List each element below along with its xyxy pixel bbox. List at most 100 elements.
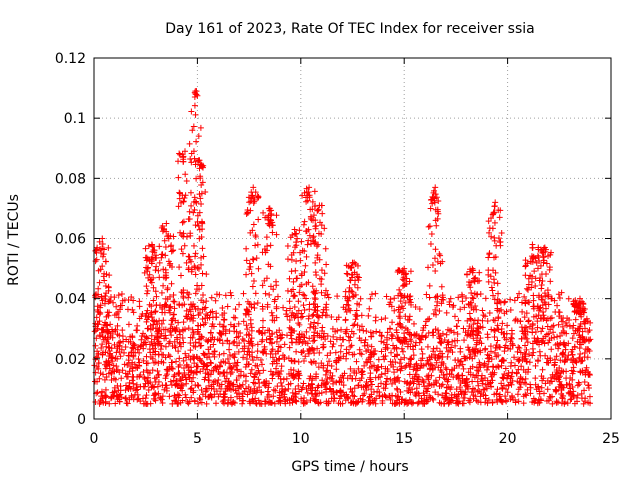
data-point bbox=[124, 361, 131, 368]
data-point bbox=[94, 378, 101, 385]
data-point bbox=[237, 330, 244, 337]
data-point bbox=[180, 294, 187, 301]
data-point bbox=[176, 355, 183, 362]
data-point bbox=[198, 399, 205, 406]
data-point bbox=[180, 357, 187, 364]
data-point bbox=[507, 307, 514, 314]
data-point bbox=[527, 390, 534, 397]
data-point bbox=[205, 377, 212, 384]
data-point bbox=[162, 252, 169, 259]
data-point bbox=[198, 282, 205, 289]
data-point bbox=[266, 205, 273, 212]
data-point bbox=[288, 395, 295, 402]
data-point bbox=[175, 158, 182, 165]
data-point bbox=[286, 298, 293, 305]
data-point bbox=[174, 336, 181, 343]
data-point bbox=[160, 282, 167, 289]
data-point bbox=[107, 330, 114, 337]
data-point bbox=[422, 334, 429, 341]
data-point bbox=[495, 235, 502, 242]
data-point bbox=[193, 138, 200, 145]
data-point bbox=[463, 271, 470, 278]
data-point bbox=[162, 343, 169, 350]
data-point bbox=[368, 386, 375, 393]
data-point bbox=[102, 394, 109, 401]
data-point bbox=[570, 301, 577, 308]
data-point bbox=[507, 363, 514, 370]
data-point bbox=[419, 332, 426, 339]
data-point bbox=[320, 333, 327, 340]
data-point bbox=[399, 396, 406, 403]
data-point bbox=[142, 380, 149, 387]
data-point bbox=[296, 333, 303, 340]
data-point bbox=[122, 394, 129, 401]
data-point bbox=[413, 360, 420, 367]
data-point bbox=[278, 389, 285, 396]
data-point bbox=[216, 321, 223, 328]
data-point bbox=[498, 396, 505, 403]
data-point bbox=[219, 305, 226, 312]
data-point bbox=[384, 345, 391, 352]
data-point bbox=[396, 286, 403, 293]
data-point bbox=[252, 233, 259, 240]
data-point bbox=[480, 386, 487, 393]
data-point bbox=[575, 308, 582, 315]
data-point bbox=[415, 399, 422, 406]
data-point bbox=[287, 305, 294, 312]
data-point bbox=[367, 295, 374, 302]
data-point bbox=[375, 383, 382, 390]
data-point bbox=[278, 363, 285, 370]
data-point bbox=[298, 272, 305, 279]
data-point bbox=[100, 273, 107, 280]
data-point bbox=[366, 354, 373, 361]
data-point bbox=[569, 351, 576, 358]
data-point bbox=[494, 326, 501, 333]
data-point bbox=[212, 297, 219, 304]
data-point bbox=[278, 367, 285, 374]
data-point bbox=[522, 375, 529, 382]
data-point bbox=[191, 206, 198, 213]
data-point bbox=[249, 353, 256, 360]
data-point bbox=[458, 358, 465, 365]
data-point bbox=[496, 214, 503, 221]
data-point bbox=[431, 255, 438, 262]
data-point bbox=[178, 289, 185, 296]
data-point bbox=[560, 349, 567, 356]
data-point bbox=[182, 391, 189, 398]
data-point bbox=[125, 385, 132, 392]
data-point bbox=[295, 358, 302, 365]
data-point bbox=[544, 287, 551, 294]
data-point bbox=[145, 242, 152, 249]
data-point bbox=[400, 268, 407, 275]
data-point bbox=[441, 375, 448, 382]
data-point bbox=[419, 355, 426, 362]
data-point bbox=[295, 382, 302, 389]
data-point bbox=[141, 269, 148, 276]
data-point bbox=[219, 340, 226, 347]
data-point bbox=[148, 303, 155, 310]
data-point bbox=[249, 283, 256, 290]
data-point bbox=[584, 346, 591, 353]
data-point bbox=[389, 319, 396, 326]
data-point bbox=[288, 256, 295, 263]
data-point bbox=[338, 342, 345, 349]
data-point bbox=[338, 326, 345, 333]
data-point bbox=[255, 397, 262, 404]
data-point bbox=[323, 386, 330, 393]
data-point bbox=[271, 298, 278, 305]
data-point bbox=[253, 354, 260, 361]
data-point bbox=[117, 302, 124, 309]
data-point bbox=[487, 273, 494, 280]
data-point bbox=[554, 302, 561, 309]
data-point bbox=[484, 355, 491, 362]
data-point bbox=[430, 189, 437, 196]
data-point bbox=[156, 243, 163, 250]
data-point bbox=[540, 335, 547, 342]
x-axis-ticks: 0 5 10 15 20 25 bbox=[90, 58, 620, 447]
data-point bbox=[168, 317, 175, 324]
data-point bbox=[191, 263, 198, 270]
data-point bbox=[485, 254, 492, 261]
data-point bbox=[439, 292, 446, 299]
data-point bbox=[240, 354, 247, 361]
data-point bbox=[523, 285, 530, 292]
